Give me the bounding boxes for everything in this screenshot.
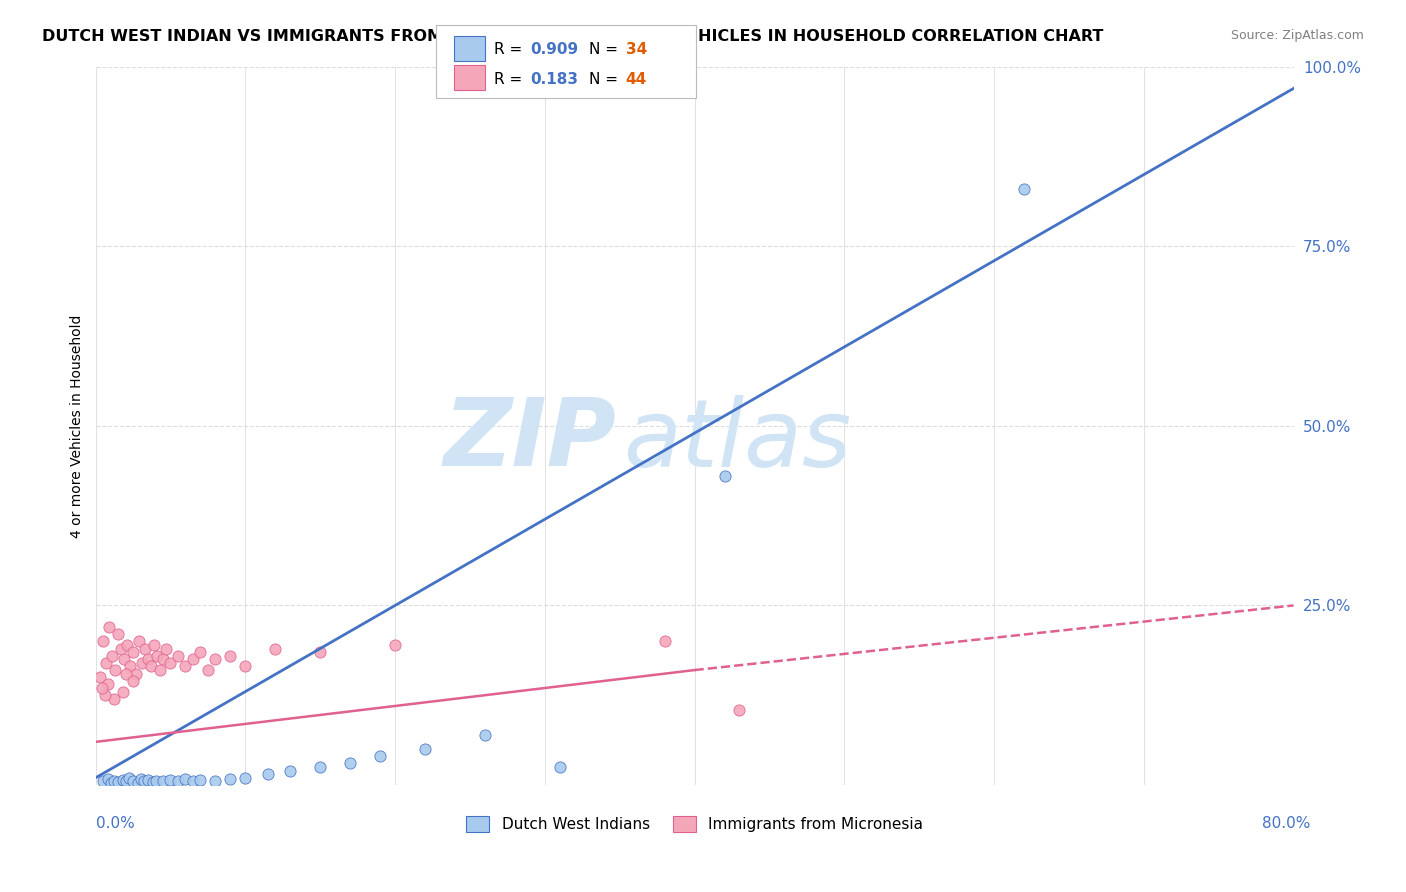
Point — [93, 688, 115, 702]
Text: 0.909: 0.909 — [530, 43, 578, 57]
Point — [91, 634, 114, 648]
Point — [384, 638, 406, 652]
Point — [204, 773, 226, 788]
Point — [368, 749, 391, 764]
Point — [117, 772, 139, 786]
Point — [167, 648, 190, 663]
Point — [278, 764, 301, 778]
Text: R =: R = — [494, 43, 527, 57]
Point — [174, 659, 197, 673]
Point — [145, 773, 167, 788]
Text: R =: R = — [494, 72, 527, 87]
Point — [97, 677, 120, 691]
Point — [107, 775, 129, 789]
Text: atlas: atlas — [623, 395, 851, 486]
Text: ZIP: ZIP — [444, 394, 617, 486]
Point — [264, 641, 287, 656]
Text: Source: ZipAtlas.com: Source: ZipAtlas.com — [1230, 29, 1364, 42]
Text: N =: N = — [589, 43, 623, 57]
Point — [136, 772, 159, 787]
Y-axis label: 4 or more Vehicles in Household: 4 or more Vehicles in Household — [70, 314, 84, 538]
Point — [654, 634, 676, 648]
Point — [134, 641, 156, 656]
Point — [152, 652, 174, 666]
Point — [413, 742, 436, 756]
Point — [104, 663, 127, 677]
Point — [174, 772, 197, 787]
Point — [309, 760, 332, 774]
Point — [103, 773, 125, 788]
Point — [309, 645, 332, 659]
Point — [713, 469, 735, 483]
Point — [94, 656, 117, 670]
Point — [1012, 182, 1035, 196]
Point — [132, 774, 155, 789]
Text: 44: 44 — [626, 72, 647, 87]
Point — [728, 702, 751, 716]
Text: DUTCH WEST INDIAN VS IMMIGRANTS FROM MICRONESIA 4 OR MORE VEHICLES IN HOUSEHOLD : DUTCH WEST INDIAN VS IMMIGRANTS FROM MIC… — [42, 29, 1104, 44]
Point — [122, 673, 145, 688]
Point — [204, 652, 226, 666]
Point — [143, 638, 166, 652]
Point — [548, 760, 571, 774]
Point — [127, 776, 149, 790]
Point — [101, 648, 124, 663]
Point — [122, 773, 145, 788]
Point — [98, 620, 121, 634]
Point — [118, 659, 141, 673]
Point — [91, 774, 114, 789]
Point — [115, 638, 138, 652]
Point — [159, 772, 181, 787]
Point — [152, 774, 174, 789]
Point — [190, 772, 212, 787]
Point — [474, 728, 496, 742]
Point — [114, 774, 136, 789]
Point — [129, 772, 152, 787]
Point — [159, 656, 181, 670]
Point — [125, 666, 148, 681]
Point — [219, 648, 242, 663]
Point — [190, 645, 212, 659]
Point — [103, 691, 125, 706]
Point — [111, 684, 134, 698]
Text: 0.0%: 0.0% — [96, 816, 135, 830]
Point — [97, 772, 120, 787]
Point — [181, 774, 204, 789]
Point — [139, 659, 162, 673]
Point — [235, 771, 257, 785]
Point — [107, 627, 129, 641]
Point — [122, 645, 145, 659]
Point — [149, 663, 172, 677]
Text: N =: N = — [589, 72, 623, 87]
Point — [131, 656, 153, 670]
Point — [136, 652, 159, 666]
Point — [141, 775, 163, 789]
Text: 34: 34 — [626, 43, 647, 57]
Point — [114, 666, 136, 681]
Text: 0.183: 0.183 — [530, 72, 578, 87]
Point — [112, 652, 135, 666]
Point — [128, 634, 150, 648]
Point — [256, 767, 278, 781]
Point — [167, 773, 190, 788]
Point — [235, 659, 257, 673]
Point — [90, 681, 112, 695]
Point — [197, 663, 219, 677]
Point — [219, 772, 242, 787]
Point — [181, 652, 204, 666]
Point — [110, 641, 132, 656]
Point — [111, 772, 134, 787]
Legend: Dutch West Indians, Immigrants from Micronesia: Dutch West Indians, Immigrants from Micr… — [460, 810, 929, 838]
Text: 80.0%: 80.0% — [1263, 816, 1310, 830]
Point — [146, 648, 169, 663]
Point — [339, 756, 361, 771]
Point — [100, 776, 122, 790]
Point — [155, 641, 177, 656]
Point — [89, 670, 111, 684]
